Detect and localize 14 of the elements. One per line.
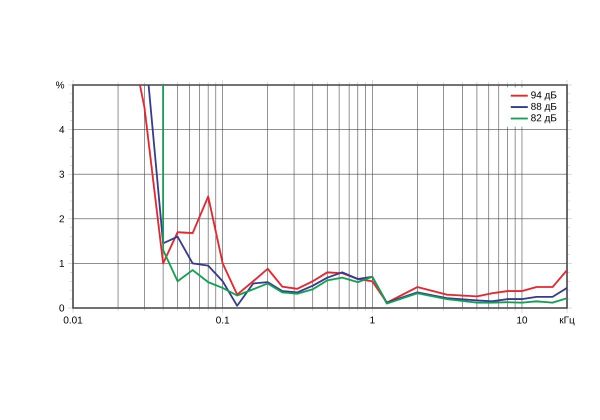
y-tick-label: % [56, 82, 64, 88]
x-tick-label: 10 [517, 316, 528, 324]
x-tick-label: 0.1 [216, 316, 230, 324]
y-tick-label: 0 [59, 304, 64, 312]
y-tick-label: 1 [60, 260, 64, 267]
legend-label: 82 дБ [531, 114, 556, 124]
y-tick-label: 4 [59, 126, 64, 134]
y-tick-label: 3 [59, 170, 64, 178]
legend-label: 88 дБ [531, 102, 556, 112]
y-tick-label: 2 [59, 215, 64, 222]
x-tick-label: 0.01 [64, 316, 82, 324]
x-tick-label: 1 [370, 316, 375, 324]
x-tick-label: кГц [560, 316, 575, 326]
legend-label: 94 дБ [531, 91, 556, 100]
